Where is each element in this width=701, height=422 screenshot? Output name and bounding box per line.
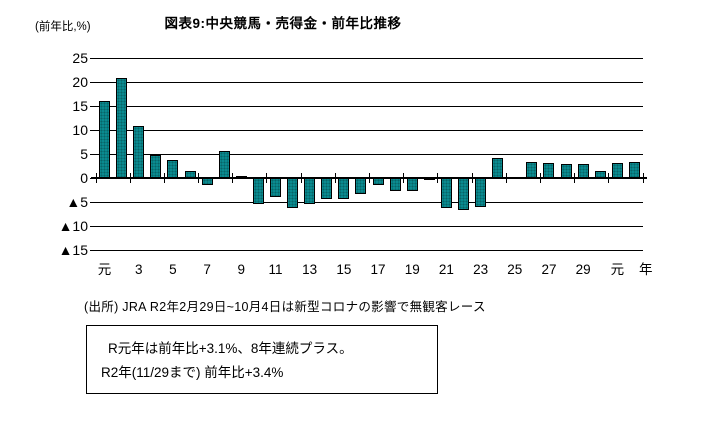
bar <box>304 178 316 205</box>
x-axis-tick <box>266 173 268 183</box>
x-axis-tick <box>129 173 131 183</box>
y-tick-label: 25 <box>72 50 88 66</box>
bar-chart: 25 20 15 10 5 0 ▲5 ▲10 ▲15 元 3 5 7 9 11 13 15 17 19 21 23 25 2… <box>58 50 653 277</box>
x-tick-label: 19 <box>404 262 420 277</box>
y-tick-label: 10 <box>72 122 88 138</box>
bar <box>475 178 487 208</box>
x-tick-label: 7 <box>203 262 211 277</box>
bar <box>406 178 418 192</box>
gridline <box>96 129 643 131</box>
gridline <box>96 201 643 203</box>
bar <box>355 178 367 194</box>
x-axis-tick <box>539 173 541 183</box>
gridline <box>96 249 643 251</box>
y-axis-tick <box>90 201 96 203</box>
bar <box>526 162 538 178</box>
x-tick-label: 11 <box>268 262 283 277</box>
x-tick-label: 21 <box>438 262 454 277</box>
y-axis-tick <box>90 57 96 59</box>
y-axis-tick <box>90 153 96 155</box>
bar <box>611 163 623 178</box>
x-tick-label: 5 <box>169 262 177 277</box>
x-tick-label: 29 <box>575 262 591 277</box>
gridline <box>96 57 643 59</box>
bar <box>628 161 640 178</box>
x-axis-tick <box>334 173 336 183</box>
x-tick-label: 23 <box>473 262 489 277</box>
x-axis-tick <box>437 173 439 183</box>
x-axis-tick <box>198 173 200 183</box>
bar <box>167 159 179 178</box>
x-axis-tick <box>574 173 576 183</box>
x-axis-unit-label: 年 <box>639 262 653 277</box>
y-tick-label: ▲15 <box>58 242 88 258</box>
bar <box>492 158 504 178</box>
x-tick-label: 元 <box>97 262 112 277</box>
gridline <box>96 153 643 155</box>
gridline <box>96 225 643 227</box>
x-axis-tick <box>608 173 610 183</box>
bar <box>338 178 350 200</box>
bar <box>577 163 589 178</box>
x-tick-label: 25 <box>507 262 523 277</box>
bar <box>321 178 333 199</box>
x-tick-label: 17 <box>370 262 386 277</box>
x-axis-tick <box>642 173 644 183</box>
y-axis-tick <box>90 129 96 131</box>
bar <box>287 178 299 209</box>
note-line-1: R元年は前年比+3.1%、8年連続プラス。 <box>108 341 353 356</box>
summary-note-box: R元年は前年比+3.1%、8年連続プラス。 R2年(11/29まで) 前年比+3… <box>86 325 438 394</box>
bar <box>201 178 213 186</box>
bar <box>458 178 470 211</box>
gridline <box>96 105 643 107</box>
bar <box>116 77 128 178</box>
y-tick-label: 0 <box>80 170 88 186</box>
y-tick-label: 20 <box>72 74 88 90</box>
bar <box>543 162 555 178</box>
x-tick-label: 15 <box>336 262 352 277</box>
x-tick-label: 27 <box>541 262 557 277</box>
y-axis-tick <box>90 105 96 107</box>
x-tick-label: 3 <box>134 262 143 277</box>
x-axis-tick <box>232 173 234 183</box>
x-axis-tick <box>505 173 507 183</box>
bar <box>99 101 111 178</box>
bar <box>560 163 572 178</box>
x-axis-tick <box>163 173 165 183</box>
x-axis-tick <box>300 173 302 183</box>
x-axis-tick <box>403 173 405 183</box>
x-axis-tick <box>369 173 370 183</box>
bar <box>440 178 452 208</box>
x-tick-label: 13 <box>302 262 318 277</box>
bar <box>252 178 264 205</box>
note-line-2: R2年(11/29まで) 前年比+3.4% <box>101 365 284 380</box>
x-axis-tick <box>471 173 473 183</box>
bar <box>269 178 281 198</box>
x-tick-label: 元 <box>610 262 625 277</box>
y-axis-unit-label: (前年比,%) <box>35 21 91 33</box>
chart-title: 図表9:中央競馬・売得金・前年比推移 <box>164 16 402 31</box>
gridline <box>96 81 643 83</box>
bar <box>133 126 145 178</box>
bar <box>150 154 162 178</box>
bar <box>372 178 384 186</box>
source-note: (出所) JRA R2年2月29日~10月4日は新型コロナの影響で無観客レース <box>84 300 486 314</box>
bar <box>218 150 230 178</box>
y-axis-tick <box>90 225 96 227</box>
bar <box>389 178 401 191</box>
y-axis-tick <box>90 81 96 83</box>
y-tick-label: ▲10 <box>58 218 88 234</box>
y-axis-tick <box>90 249 96 251</box>
y-tick-label: 15 <box>72 98 88 114</box>
x-tick-label: 9 <box>237 262 246 277</box>
y-tick-label: 5 <box>80 146 88 162</box>
y-tick-label: ▲5 <box>66 194 88 210</box>
x-axis-tick <box>95 173 97 183</box>
